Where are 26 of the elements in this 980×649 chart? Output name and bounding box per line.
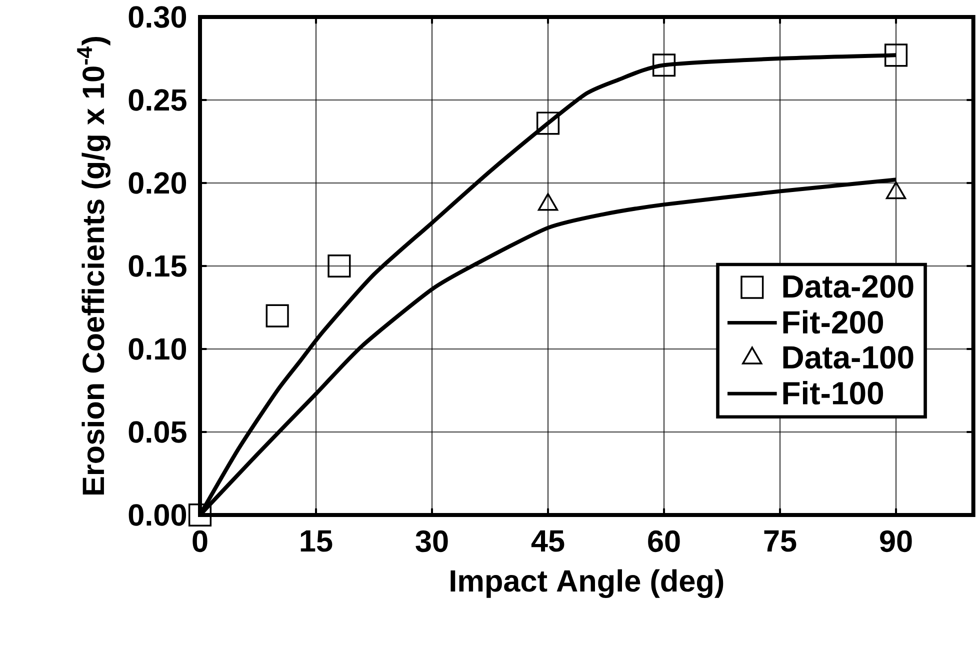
legend-label: Fit-200 bbox=[783, 310, 884, 334]
legend-label: Data-100 bbox=[783, 346, 914, 369]
y-axis-title: Erosion Coefficients (g/g x 10$^{-4}$) bbox=[77, 36, 110, 494]
x-tick-label: 90 bbox=[880, 530, 912, 552]
point bbox=[188, 503, 212, 527]
legend-label: Fit-100 bbox=[783, 381, 884, 405]
point bbox=[266, 304, 289, 328]
y-tick-label: 0.00 bbox=[128, 504, 186, 526]
y-tick-label: 0.30 bbox=[128, 6, 186, 28]
y-tick-label: 0.10 bbox=[128, 338, 186, 360]
point bbox=[536, 112, 560, 135]
y-tick-label: 0.20 bbox=[128, 172, 186, 194]
legend-label: Data-200 bbox=[783, 275, 914, 298]
point bbox=[652, 54, 676, 77]
y-tick-label: 0.25 bbox=[128, 89, 186, 111]
y-tick-label: 0.15 bbox=[128, 255, 186, 277]
x-tick-label: 0 bbox=[192, 530, 208, 552]
x-tick-label: 15 bbox=[300, 530, 332, 552]
x-tick-label: 30 bbox=[416, 530, 448, 552]
x-tick-label: 45 bbox=[531, 530, 564, 552]
x-tick-label: 60 bbox=[648, 530, 680, 552]
point bbox=[328, 254, 351, 278]
y-tick-label: 0.05 bbox=[128, 421, 186, 443]
x-axis-title: Impact Angle (deg) bbox=[450, 569, 724, 598]
x-tick-label: 75 bbox=[764, 530, 796, 552]
point bbox=[884, 44, 908, 67]
